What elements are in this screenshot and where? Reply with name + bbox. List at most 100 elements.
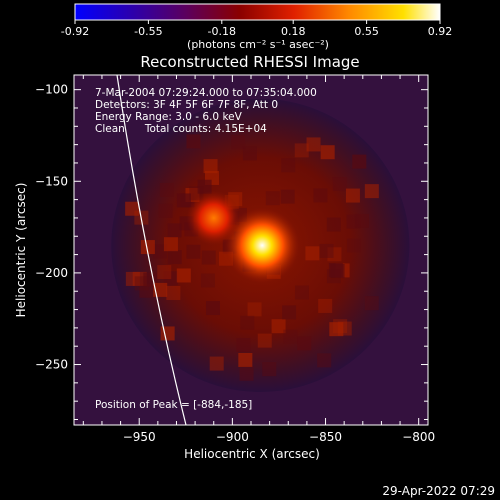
x-tick-label: −950 [123, 430, 156, 444]
texture-cell [240, 315, 255, 330]
chart-title: Reconstructed RHESSI Image [140, 53, 359, 71]
texture-cell [294, 143, 309, 158]
texture-cell [262, 362, 277, 377]
texture-cell [186, 244, 201, 259]
y-tick-label: −200 [35, 266, 68, 280]
texture-cell [329, 322, 344, 337]
plot-area: −950 −900 −850 −800 −100 −150 −200 −250 [35, 74, 435, 444]
texture-cell [125, 201, 140, 216]
texture-cell [313, 188, 328, 203]
texture-cell [176, 268, 191, 283]
primary-source [224, 207, 301, 284]
y-tick-label: −100 [35, 83, 68, 97]
texture-cell [157, 265, 172, 280]
texture-cell [153, 282, 168, 297]
detectors-info: Detectors: 3F 4F 5F 6F 7F 8F, Att 0 [95, 99, 278, 111]
texture-cell [352, 154, 367, 169]
texture-cell [205, 301, 220, 316]
texture-cell [209, 356, 224, 371]
x-axis-ticks: −950 −900 −850 −800 [82, 75, 435, 444]
solar-limb [116, 75, 187, 425]
texture-cell [167, 250, 182, 265]
texture-cell [238, 352, 253, 367]
texture-cell [327, 247, 342, 262]
emission-sources [186, 190, 301, 284]
texture-cell [140, 240, 155, 255]
y-axis-ticks: −100 −150 −200 −250 [35, 83, 428, 421]
texture-cell [346, 238, 361, 253]
secondary-source [186, 190, 241, 246]
texture-cell [318, 298, 333, 313]
render-timestamp: 29-Apr-2022 07:29 [382, 484, 495, 498]
y-axis-label: Heliocentric Y (arcsec) [14, 183, 28, 318]
texture-cell [306, 137, 321, 152]
texture-cell [271, 319, 286, 334]
texture-cell [247, 302, 262, 317]
texture-cell [231, 135, 246, 150]
colorbar-tick-label: 0.92 [428, 25, 453, 38]
colorbar-frame [74, 3, 441, 21]
texture-cell [320, 145, 335, 160]
texture-cell [257, 333, 272, 348]
texture-cell [317, 353, 332, 368]
texture-cell [139, 283, 154, 298]
colorbar-gradient [75, 4, 440, 20]
texture-cell [159, 182, 174, 197]
x-axis-label: Heliocentric X (arcsec) [184, 447, 320, 461]
texture-cell [239, 366, 254, 381]
texture-cell [326, 217, 341, 232]
texture-cell [160, 326, 175, 341]
texture-cell [297, 336, 312, 351]
x-tick-label: −850 [309, 430, 342, 444]
texture-cell [134, 276, 149, 291]
colorbar-tick-label: 0.18 [281, 25, 306, 38]
texture-cell [176, 193, 191, 208]
texture-cell [283, 329, 298, 344]
y-tick-label: −150 [35, 174, 68, 188]
texture-cell [153, 244, 168, 259]
texture-cell [132, 271, 147, 286]
texture-cell [166, 285, 181, 300]
texture-cell [346, 214, 361, 229]
peak-position: Position of Peak = [-884,-185] [95, 399, 252, 411]
colorbar: -0.92 -0.55 -0.18 0.18 0.55 0.92 (photons cm⁻… [61, 3, 452, 51]
y-tick-label: −250 [35, 358, 68, 372]
texture-cell [265, 191, 280, 206]
texture-cell [354, 213, 369, 228]
texture-cell [332, 177, 347, 192]
energy-range: Energy Range: 3.0 - 6.0 keV [95, 111, 243, 123]
texture-cell [158, 203, 173, 218]
texture-cell [197, 179, 212, 194]
texture-cell [242, 146, 257, 161]
texture-cell [280, 189, 295, 204]
x-tick-label: −900 [216, 430, 249, 444]
colorbar-tick-label: -0.55 [134, 25, 162, 38]
texture-cell [167, 223, 182, 238]
texture-cell [328, 263, 343, 278]
observation-time: 7-Mar-2004 07:29:24.000 to 07:35:04.000 [95, 87, 317, 99]
texture-cell [345, 188, 360, 203]
texture-cell [203, 159, 218, 174]
texture-cell [186, 134, 201, 149]
colorbar-tick-label: -0.18 [208, 25, 236, 38]
texture-cell [163, 237, 178, 252]
x-tick-label: −800 [402, 430, 435, 444]
colorbar-tick-label: -0.92 [61, 25, 89, 38]
texture-cell [364, 296, 379, 311]
texture-cell [236, 337, 251, 352]
texture-cell [319, 243, 334, 258]
texture-cell [294, 285, 309, 300]
colorbar-ticks: -0.92 -0.55 -0.18 0.18 0.55 0.92 [61, 20, 452, 38]
texture-cell [201, 250, 216, 265]
texture-cell [163, 271, 178, 286]
texture-cell [282, 305, 297, 320]
texture-cell [305, 246, 320, 261]
texture-cell [281, 158, 296, 173]
texture-cell [125, 271, 140, 286]
texture-cell [200, 273, 215, 288]
colorbar-tick-label: 0.55 [354, 25, 379, 38]
texture-cell [364, 184, 379, 199]
clean-counts: Clean Total counts: 4.15E+04 [95, 123, 267, 135]
colorbar-units: (photons cm⁻² s⁻¹ asec⁻²) [187, 38, 329, 51]
